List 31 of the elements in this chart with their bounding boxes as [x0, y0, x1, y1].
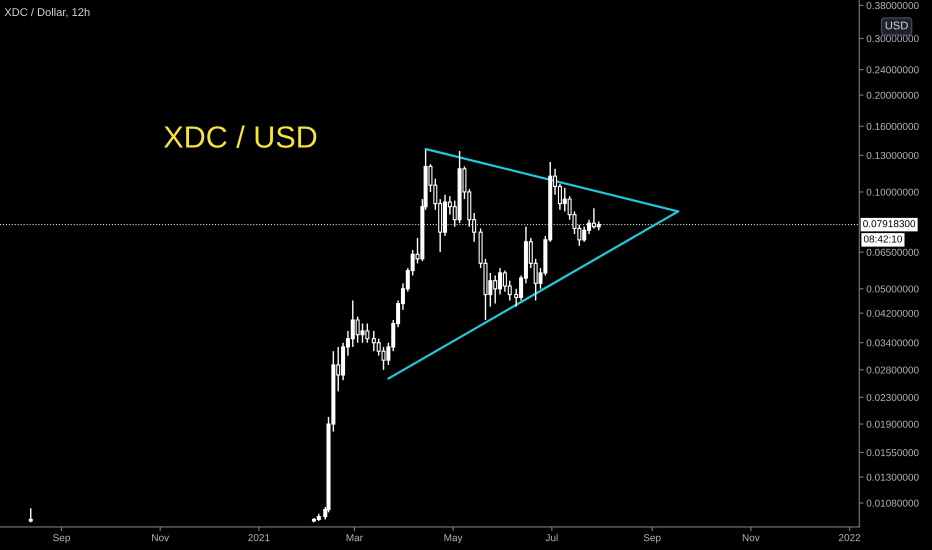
- x-tick-label: 2022: [838, 534, 860, 542]
- x-tick-label: May: [444, 534, 463, 544]
- text: XDC / Dollar, 12h: [4, 8, 90, 18]
- y-tick-label: 0.16000000: [866, 122, 919, 130]
- y-tick-label: 0.03400000: [866, 339, 919, 346]
- x-tick-label: Sep: [53, 534, 70, 544]
- y-tick-label: 0.24000000: [866, 66, 919, 74]
- x-tick-label: Jul: [546, 534, 558, 542]
- text: 08:42:10: [864, 235, 902, 243]
- y-tick-label: 0.02800000: [866, 366, 919, 374]
- y-tick-label: 0.01300000: [866, 474, 919, 481]
- x-tick-label: Nov: [742, 534, 760, 542]
- y-tick-label: 0.06500000: [866, 248, 919, 256]
- y-tick-label: 0.10000000: [866, 188, 919, 196]
- x-tick-label: Mar: [346, 534, 363, 542]
- text: USD: [886, 22, 908, 30]
- y-tick-label: 0.30000000: [866, 35, 919, 42]
- y-tick-label: 0.01900000: [866, 420, 919, 428]
- y-tick-label: 0.01080000: [866, 500, 919, 507]
- annotation: XDC / USD: [164, 125, 316, 148]
- x-tick-label: Nov: [152, 534, 170, 542]
- y-tick-label: 0.01550000: [866, 449, 919, 456]
- y-tick-label: 0.04200000: [866, 310, 919, 317]
- x-tick-label: Sep: [644, 534, 661, 544]
- y-tick-label: 0.20000000: [866, 92, 919, 99]
- ref-line-label: 0.07918300: [863, 220, 916, 228]
- y-tick-label: 0.13000000: [866, 152, 919, 160]
- y-tick-label: 0.02300000: [866, 394, 919, 402]
- y-tick-label: 0.05000000: [866, 285, 919, 293]
- x-tick-label: 2021: [248, 534, 270, 542]
- y-tick-label: 0.38000000: [866, 2, 919, 10]
